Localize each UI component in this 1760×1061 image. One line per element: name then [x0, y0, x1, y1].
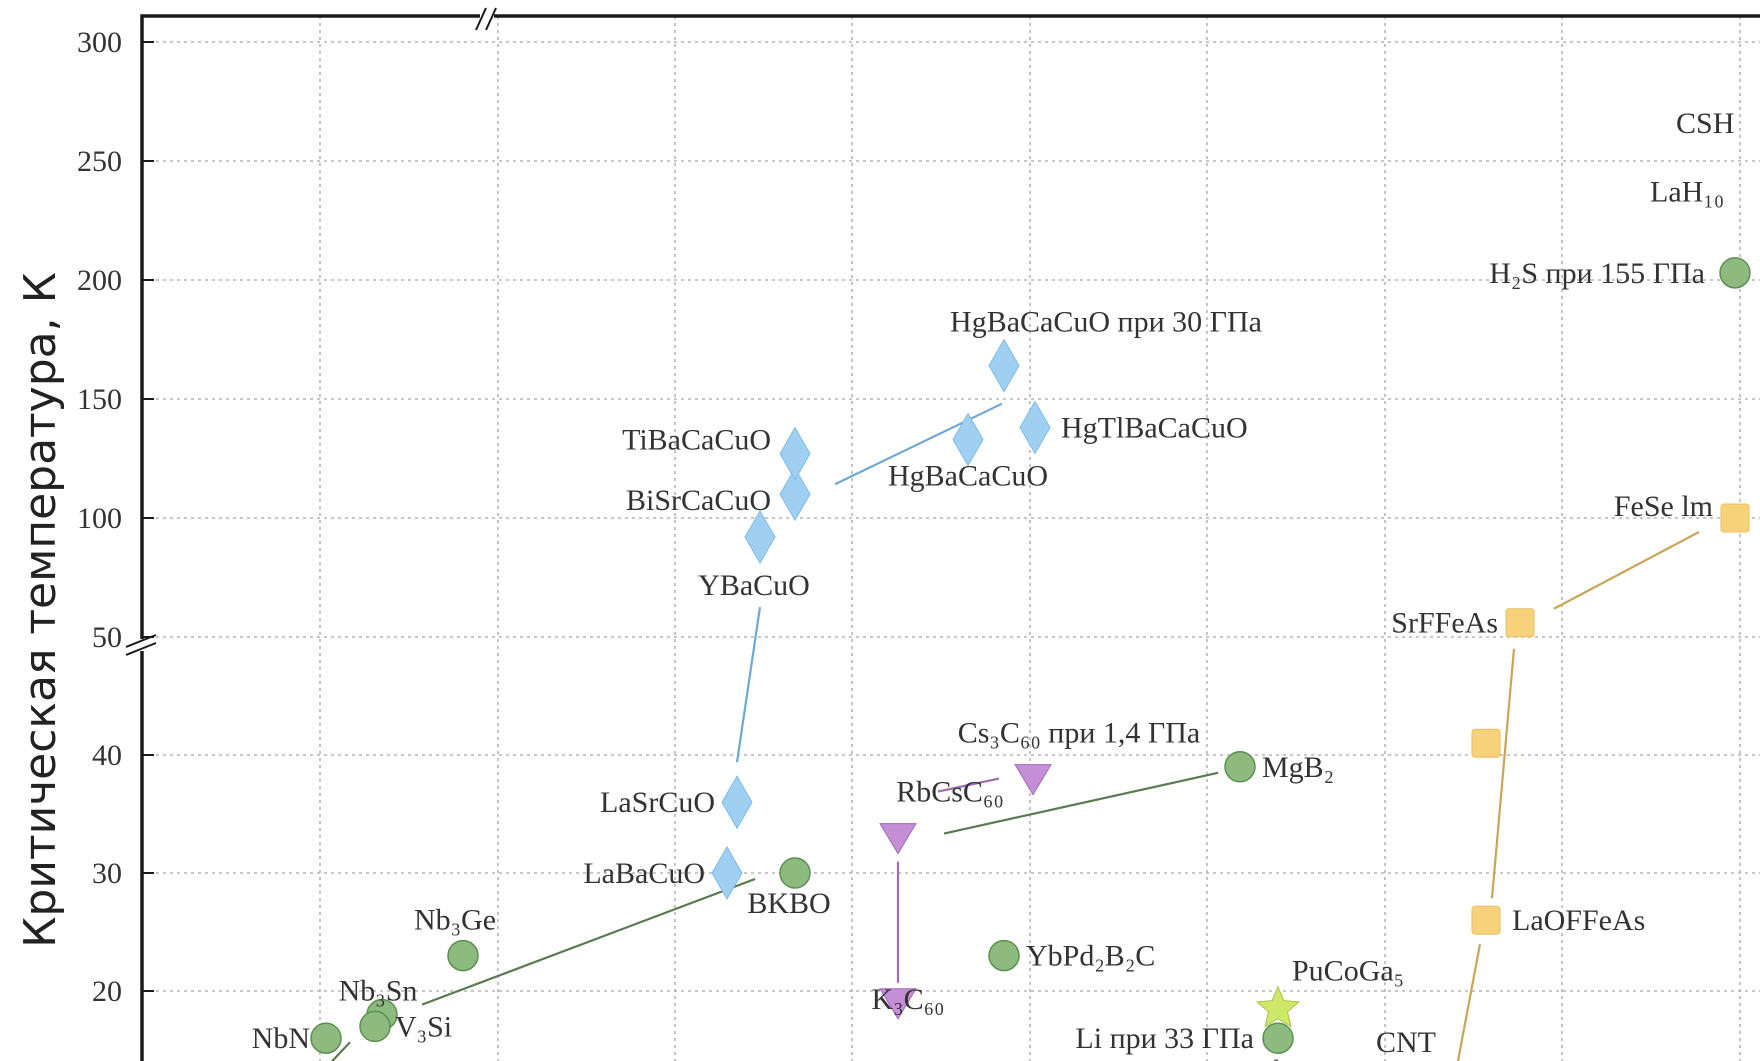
point-label: Cs₃C₆₀ при 1,4 ГПа	[958, 717, 1201, 750]
iron-marker	[1472, 729, 1500, 757]
point-label: HgBaCaCuO при 30 ГПа	[950, 306, 1262, 339]
cuprate-marker	[712, 847, 742, 899]
y-tick-label: 300	[77, 26, 122, 59]
connector-line	[422, 879, 755, 1005]
conventional-marker	[1263, 1023, 1293, 1053]
y-tick-label: 50	[92, 621, 122, 654]
y-tick-label: 250	[77, 145, 122, 178]
point-label: TiBaCaCuO	[622, 424, 771, 457]
conventional-marker	[780, 858, 810, 888]
point-label: RbCsC₆₀	[896, 776, 1004, 809]
axes	[126, 8, 1760, 1061]
cuprate-marker	[989, 340, 1019, 392]
fulleride-marker	[880, 824, 916, 854]
point-label: MgB₂	[1262, 751, 1334, 784]
iron-marker	[1721, 504, 1749, 532]
point-label: BKBO	[747, 887, 830, 920]
point-label: LaOFFeAs	[1512, 904, 1645, 937]
point-label: H₂S при 155 ГПа	[1489, 257, 1705, 290]
point-label: Nb₃Ge	[414, 904, 496, 937]
connector-line	[1492, 649, 1514, 898]
conventional-marker	[360, 1011, 390, 1041]
cuprate-marker	[780, 428, 810, 480]
cuprate-marker	[722, 776, 752, 828]
y-tick-labels: 20 30 40 50 100 150 200 250 300	[77, 26, 122, 1008]
point-label: LaSrCuO	[600, 786, 715, 819]
connector-line	[1554, 532, 1699, 609]
conventional-marker	[1720, 258, 1750, 288]
y-tick-label: 150	[77, 383, 122, 416]
edge-label: CNT	[1376, 1026, 1436, 1059]
iron-marker	[1472, 906, 1500, 934]
point-label: BiSrCaCuO	[626, 484, 771, 517]
connector-line	[737, 607, 760, 762]
point-labels: LaBaCuO LaSrCuO YBaCuO BiSrCaCuO TiBaCaCuO Hg…	[252, 107, 1735, 1059]
conventional-marker	[989, 941, 1019, 971]
point-label: Nb₃Sn	[339, 975, 418, 1008]
point-label: FeSe lm	[1614, 490, 1713, 523]
point-label: HgTlBaCaCuO	[1061, 412, 1248, 445]
cuprate-marker	[953, 413, 983, 465]
y-tick-label: 20	[92, 975, 122, 1008]
cuprate-marker	[745, 511, 775, 563]
y-axis-label: Критическая температура, К	[15, 272, 66, 948]
edge-label: CSH	[1676, 107, 1734, 140]
point-label: SrFFeAs	[1391, 607, 1498, 640]
connector-line	[1458, 944, 1480, 1061]
point-label: PuCoGa₅	[1292, 955, 1404, 988]
point-label: YbPd₂B₂C	[1026, 940, 1155, 973]
conventional-marker	[448, 941, 478, 971]
heavy_fermion-marker	[1257, 987, 1299, 1027]
point-label: LaBaCuO	[583, 857, 705, 890]
point-label: V₃Si	[395, 1010, 452, 1043]
y-tick-label: 30	[92, 857, 122, 890]
conventional-marker	[1225, 752, 1255, 782]
y-tick-label: 40	[92, 739, 122, 772]
point-label: K₃C₆₀	[871, 983, 944, 1016]
conventional-marker	[311, 1023, 341, 1053]
point-label: YBaCuO	[698, 569, 810, 602]
point-label: Li при 33 ГПа	[1075, 1022, 1254, 1055]
cuprate-marker	[1020, 402, 1050, 454]
point-label: NbN	[252, 1022, 310, 1055]
y-tick-label: 100	[77, 502, 122, 535]
y-tick-label: 200	[77, 264, 122, 297]
fulleride-marker	[1015, 765, 1051, 795]
edge-label: LaH₁₀	[1650, 176, 1724, 209]
point-label: HgBaCaCuO	[888, 459, 1048, 492]
iron-marker	[1506, 609, 1534, 637]
